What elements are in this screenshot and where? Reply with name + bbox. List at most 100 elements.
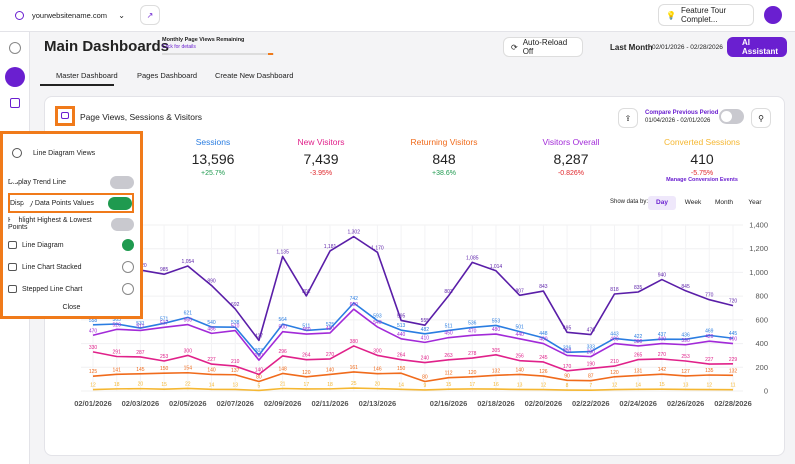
series-line — [92, 387, 734, 392]
data-point-label: 531 — [136, 321, 145, 327]
data-point-label: 621 — [184, 310, 193, 316]
data-point-label: 12 — [707, 383, 713, 389]
stat: Visitors Overall 8,287 -0.826% — [511, 137, 631, 177]
filter[interactable]: ⚲ — [751, 108, 771, 128]
view-name[interactable]: Stepped Line Chart — [22, 285, 83, 293]
data-point-label: 390 — [681, 338, 690, 344]
auto-reload[interactable]: ⟳ Auto-Reload Off — [503, 37, 583, 57]
data-point-label: 7 — [589, 383, 592, 389]
show-by-option[interactable]: Month — [714, 199, 734, 206]
view-name[interactable]: Line Diagram — [22, 241, 64, 249]
data-point-label: 553 — [492, 318, 501, 324]
data-point-label: 482 — [421, 327, 430, 333]
show-by-option[interactable]: Day — [648, 196, 676, 210]
data-point-label: 525 — [326, 322, 335, 328]
data-point-label: 22 — [185, 381, 191, 387]
stat-value: 8,287 — [553, 151, 589, 167]
toggle-row: Highlight Highest & Lowest Points — [8, 214, 134, 234]
y-tick-label: 600 — [755, 315, 768, 324]
tab[interactable]: Pages Dashboard — [137, 71, 198, 80]
quota-link[interactable]: Click for details — [162, 44, 196, 50]
x-tick-label: 02/18/2026 — [477, 399, 515, 408]
view-radio[interactable] — [122, 261, 134, 273]
show-by-option[interactable]: Year — [748, 199, 762, 206]
data-point-label: 21 — [280, 382, 286, 388]
data-point-label: 305 — [492, 348, 501, 354]
data-point-label: 227 — [207, 357, 216, 363]
toggle[interactable] — [110, 175, 134, 189]
ai-assistant[interactable]: AI Assistant — [727, 37, 787, 57]
data-point-label: 263 — [444, 353, 453, 359]
data-point-label: 120 — [302, 370, 311, 376]
data-point-label: 14 — [209, 382, 215, 388]
data-point-label: 380 — [634, 339, 643, 345]
toggle-row: Display Trend Line — [8, 172, 134, 192]
data-point-label: 1,302 — [347, 230, 360, 236]
tab-active[interactable]: Master Dashboard — [56, 71, 118, 80]
data-point-label: 1,135 — [276, 249, 289, 255]
x-tick-label: 02/05/2026 — [169, 399, 207, 408]
stat-label: New Visitors — [297, 137, 345, 147]
stat-change: -0.826% — [557, 170, 585, 177]
data-point-label: 511 — [302, 323, 310, 329]
toggle[interactable] — [110, 217, 134, 231]
show-by-option[interactable]: Week — [684, 199, 702, 206]
stat-change: -5.75% — [690, 170, 714, 177]
x-tick-label: 02/07/2026 — [216, 399, 254, 408]
nav-icon[interactable] — [10, 98, 20, 108]
date-range[interactable]: 02/01/2026 - 02/28/2026 — [652, 44, 723, 51]
data-point-label: 170 — [563, 364, 572, 370]
toggle-label: Highlight Highest & Lowest Points — [8, 217, 92, 231]
data-point-label: 835 — [634, 285, 643, 291]
data-point-label: 690 — [350, 302, 359, 308]
data-point-label: 300 — [563, 348, 572, 354]
data-point-label: 437 — [658, 332, 667, 338]
data-point-label: 890 — [207, 278, 216, 284]
period[interactable]: Last Month — [610, 43, 653, 52]
toggle[interactable] — [108, 196, 132, 210]
export[interactable]: ⇪ — [618, 108, 638, 128]
data-point-label: 18 — [327, 382, 333, 388]
external-link[interactable]: ↗ — [140, 5, 160, 25]
back-icon[interactable] — [12, 148, 22, 158]
data-point-label: 264 — [302, 353, 311, 359]
feature-tour[interactable]: 💡 Feature Tour Complet... — [658, 4, 754, 26]
tab[interactable]: Create New Dashboard — [215, 71, 294, 80]
data-point-label: 300 — [373, 348, 382, 354]
tab-underline — [40, 84, 114, 86]
data-point-label: 400 — [610, 337, 619, 343]
data-point-label: 540 — [373, 320, 382, 326]
compare-toggle[interactable] — [719, 109, 744, 124]
data-point-label: 495 — [563, 325, 572, 331]
data-point-label: 137 — [231, 368, 240, 374]
chart-settings[interactable] — [55, 106, 75, 126]
data-point-label: 538 — [231, 320, 240, 326]
data-point-label: 253 — [681, 354, 690, 360]
nav-icon-active[interactable] — [5, 67, 25, 87]
data-point-label: 300 — [184, 348, 193, 354]
data-point-label: 127 — [681, 369, 690, 375]
nav-icon[interactable] — [9, 42, 21, 54]
view-row: Line Diagram — [8, 235, 134, 255]
tour-label: Feature Tour Complet... — [680, 6, 727, 24]
data-point-label: 303 — [255, 348, 264, 354]
popup-close[interactable]: Close — [62, 304, 81, 311]
data-point-label: 440 — [515, 332, 524, 338]
view-radio[interactable] — [122, 283, 134, 295]
site-selector[interactable]: yourwebsitename.com ⌄ — [8, 5, 132, 25]
data-point-label: 12 — [541, 383, 547, 389]
view-name[interactable]: Line Chart Stacked — [22, 263, 82, 271]
manage-link[interactable]: Manage Conversion Events — [666, 177, 738, 183]
view-radio[interactable] — [122, 239, 134, 251]
data-point-label: 692 — [231, 302, 240, 308]
stat: Returning Visitors 848 +38.6% — [384, 137, 504, 177]
avatar[interactable] — [764, 6, 782, 24]
data-point-label: 14 — [398, 382, 404, 388]
data-point-label: 260 — [255, 353, 264, 359]
data-point-label: 400 — [729, 337, 738, 343]
data-point-label: 256 — [515, 354, 524, 360]
data-point-label: 161 — [350, 365, 359, 371]
data-point-label: 470 — [89, 328, 98, 334]
data-point-label: 148 — [278, 366, 287, 372]
